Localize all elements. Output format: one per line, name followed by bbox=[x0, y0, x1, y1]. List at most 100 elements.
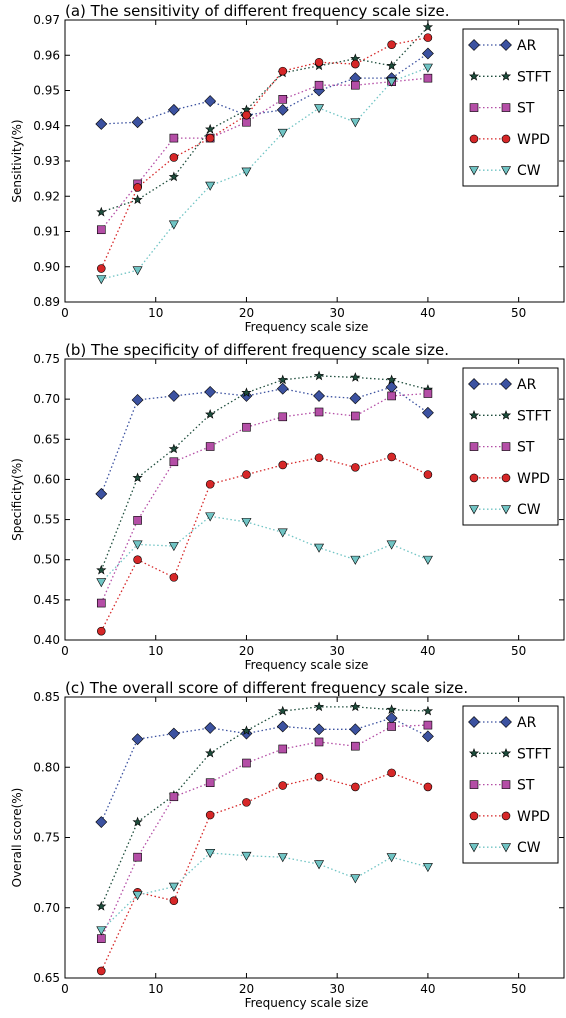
data-point bbox=[422, 63, 433, 73]
legend-marker bbox=[500, 166, 512, 176]
chart-panel-3: (c) The overall score of different frequ… bbox=[10, 679, 565, 1010]
legend-marker bbox=[501, 811, 511, 821]
y-axis-label: Specificity(%) bbox=[10, 458, 24, 541]
legend-entry-stft: STFT bbox=[517, 408, 551, 424]
legend-marker bbox=[500, 747, 512, 758]
legend-marker bbox=[501, 103, 511, 112]
data-point bbox=[242, 470, 251, 479]
data-point bbox=[349, 723, 362, 736]
data-point bbox=[349, 392, 362, 405]
data-point bbox=[169, 133, 179, 143]
data-point bbox=[421, 47, 434, 60]
legend-entry-st: ST bbox=[517, 778, 535, 794]
data-point bbox=[351, 80, 360, 90]
data-point bbox=[351, 463, 360, 472]
series-st bbox=[96, 389, 433, 608]
data-point bbox=[132, 472, 143, 483]
x-tick-label: 20 bbox=[239, 306, 254, 320]
data-point bbox=[386, 77, 397, 87]
data-point bbox=[168, 171, 179, 182]
data-point bbox=[313, 390, 325, 402]
data-point bbox=[132, 816, 143, 827]
data-point bbox=[241, 851, 252, 861]
data-point bbox=[205, 810, 215, 820]
data-point bbox=[242, 422, 251, 432]
data-point bbox=[95, 816, 108, 828]
data-point bbox=[314, 453, 324, 463]
data-point bbox=[278, 744, 288, 754]
data-point bbox=[96, 926, 107, 936]
data-point bbox=[241, 725, 252, 736]
y-tick-label: 0.60 bbox=[33, 472, 60, 486]
data-point bbox=[168, 443, 179, 454]
data-point bbox=[277, 374, 288, 385]
data-point bbox=[278, 460, 288, 470]
data-point bbox=[96, 934, 106, 943]
data-point bbox=[423, 33, 433, 42]
data-point bbox=[240, 390, 253, 402]
legend-marker bbox=[468, 39, 480, 51]
legend-entry-wpd: WPD bbox=[517, 132, 550, 148]
data-point bbox=[205, 181, 216, 191]
legend-box bbox=[462, 705, 559, 864]
series-wpd bbox=[96, 33, 433, 273]
legend: AR STFT ST WPD CW bbox=[462, 367, 559, 526]
legend-entry-wpd: WPD bbox=[517, 809, 550, 825]
legend-marker bbox=[501, 134, 511, 144]
data-point bbox=[423, 782, 433, 792]
data-point bbox=[96, 598, 106, 608]
data-point bbox=[387, 768, 396, 778]
data-point bbox=[96, 564, 107, 575]
y-tick-label: 0.97 bbox=[33, 13, 60, 27]
legend-marker bbox=[500, 505, 512, 515]
series-ar bbox=[95, 47, 434, 130]
plot-frame bbox=[64, 358, 565, 641]
data-point bbox=[314, 860, 325, 870]
series-ar bbox=[95, 381, 434, 500]
x-tick-label: 10 bbox=[148, 306, 163, 320]
series-line bbox=[100, 456, 429, 632]
data-point bbox=[423, 73, 433, 83]
x-tick-label: 50 bbox=[511, 982, 526, 996]
y-axis-label: Sensitivity(%) bbox=[10, 119, 24, 202]
data-point bbox=[205, 409, 216, 419]
data-point bbox=[241, 167, 252, 177]
data-point bbox=[132, 540, 143, 550]
data-point bbox=[422, 21, 433, 32]
legend-marker bbox=[468, 378, 480, 390]
data-point bbox=[423, 470, 433, 479]
y-tick-label: 0.70 bbox=[33, 392, 60, 406]
data-point bbox=[205, 123, 216, 134]
data-point bbox=[204, 385, 217, 398]
x-tick-label: 20 bbox=[239, 644, 254, 658]
data-point bbox=[242, 798, 251, 807]
x-axis-label: Frequency scale size bbox=[245, 996, 369, 1010]
data-point bbox=[387, 722, 396, 731]
data-point bbox=[96, 206, 107, 217]
series-stft bbox=[96, 701, 433, 911]
data-point bbox=[314, 407, 324, 417]
x-tick-label: 50 bbox=[511, 644, 526, 658]
data-point bbox=[351, 411, 360, 421]
data-point bbox=[167, 390, 180, 402]
data-point bbox=[350, 555, 361, 565]
data-point bbox=[278, 95, 288, 104]
data-point bbox=[314, 104, 325, 114]
legend-marker bbox=[468, 716, 480, 728]
data-point bbox=[168, 542, 179, 552]
legend-entry-wpd: WPD bbox=[517, 471, 550, 487]
legend-marker bbox=[469, 103, 479, 112]
y-tick-label: 0.96 bbox=[33, 48, 60, 62]
data-point bbox=[133, 183, 142, 192]
data-point bbox=[241, 387, 252, 398]
series-ar bbox=[95, 712, 434, 828]
series-line bbox=[100, 706, 428, 907]
data-point bbox=[422, 555, 433, 565]
data-point bbox=[351, 782, 360, 792]
data-point bbox=[386, 853, 397, 863]
legend: AR STFT ST WPD CW bbox=[462, 705, 559, 864]
data-point bbox=[313, 370, 325, 381]
series-cw bbox=[96, 849, 433, 936]
series-line bbox=[101, 26, 429, 213]
